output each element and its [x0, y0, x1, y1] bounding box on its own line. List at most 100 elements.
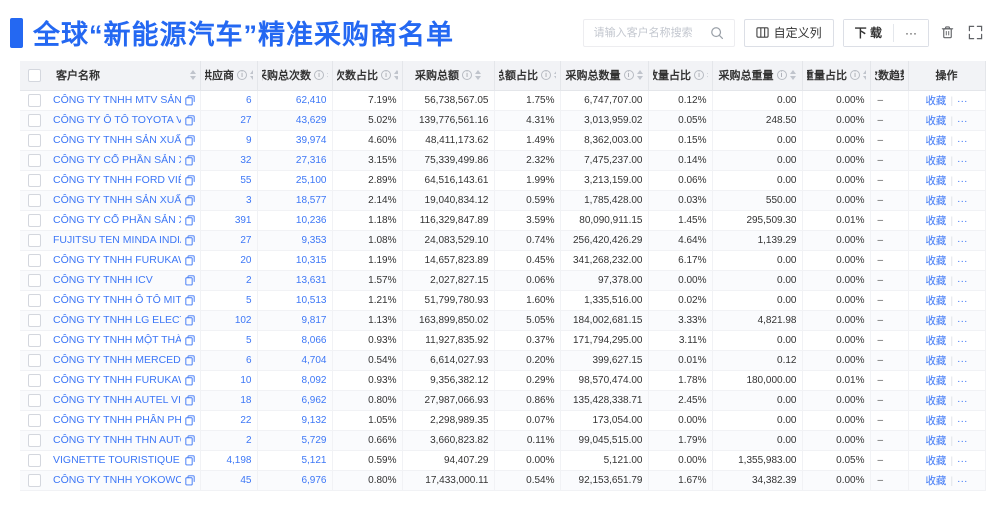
cell-times[interactable]: 39,974	[257, 130, 333, 151]
column-header-6[interactable]: 总额占比i	[494, 61, 561, 91]
company-link[interactable]: CÔNG TY CỔ PHẦN SẢN XUẤT...	[53, 154, 181, 166]
company-link[interactable]: CÔNG TY CỔ PHẦN SẢN XUẤT...	[53, 214, 181, 226]
favorite-action[interactable]: 收藏	[925, 354, 947, 367]
favorite-action[interactable]: 收藏	[925, 274, 947, 287]
favorite-action[interactable]: 收藏	[925, 394, 947, 407]
company-link[interactable]: CÔNG TY TNHH AUTEL VIỆT N...	[53, 394, 181, 406]
cell-supplier[interactable]: 20	[200, 250, 258, 271]
row-checkbox[interactable]	[27, 213, 41, 227]
copy-icon[interactable]	[184, 414, 195, 426]
company-link[interactable]: FUJITSU TEN MINDA INDIA PVT...	[53, 234, 181, 246]
info-icon[interactable]: i	[237, 70, 247, 81]
cell-times[interactable]: 6,976	[257, 470, 333, 491]
sort-icon[interactable]	[327, 70, 328, 81]
info-icon[interactable]: i	[850, 70, 860, 81]
column-header-9[interactable]: 采购总重量 i	[712, 61, 803, 91]
cell-supplier[interactable]: 18	[200, 390, 258, 411]
sort-icon[interactable]	[189, 70, 196, 81]
company-link[interactable]: CÔNG TY TNHH MERCEDES–B...	[53, 354, 181, 366]
favorite-action[interactable]: 收藏	[925, 334, 947, 347]
cell-supplier[interactable]: 5	[200, 290, 258, 311]
download-button[interactable]: 下 载	[843, 19, 893, 46]
row-checkbox[interactable]	[27, 393, 41, 407]
row-checkbox[interactable]	[27, 333, 41, 347]
info-icon[interactable]: i	[381, 70, 391, 81]
cell-supplier[interactable]: 391	[200, 210, 258, 231]
more-action[interactable]: ···	[957, 394, 968, 407]
search-input[interactable]	[591, 25, 708, 40]
info-icon[interactable]: i	[541, 70, 551, 81]
cell-supplier[interactable]: 4,198	[200, 450, 258, 471]
company-link[interactable]: CÔNG TY TNHH THN AUTOPAR...	[53, 434, 181, 446]
cell-times[interactable]: 4,704	[257, 350, 333, 371]
cell-supplier[interactable]: 5	[200, 330, 258, 351]
more-action[interactable]: ···	[957, 94, 968, 107]
copy-icon[interactable]	[184, 174, 195, 186]
copy-icon[interactable]	[184, 434, 195, 446]
cell-supplier[interactable]: 32	[200, 150, 258, 171]
cell-times[interactable]: 10,315	[257, 250, 333, 271]
copy-icon[interactable]	[184, 234, 195, 246]
sort-icon[interactable]	[707, 70, 708, 81]
row-checkbox[interactable]	[27, 433, 41, 447]
cell-times[interactable]: 9,817	[257, 310, 333, 331]
favorite-action[interactable]: 收藏	[925, 374, 947, 387]
row-checkbox[interactable]	[27, 133, 41, 147]
column-header-3[interactable]: 采购总次数 i	[257, 61, 333, 91]
company-link[interactable]: CÔNG TY TNHH PHÂN PHỐI T...	[53, 414, 181, 426]
select-all-checkbox[interactable]	[27, 68, 41, 82]
sort-icon[interactable]	[475, 70, 481, 81]
more-action[interactable]: ···	[957, 374, 968, 387]
more-action[interactable]: ···	[957, 154, 968, 167]
cell-supplier[interactable]: 2	[200, 270, 258, 291]
column-header-1[interactable]: 客户名称	[48, 61, 201, 91]
more-action[interactable]: ···	[957, 314, 968, 327]
cell-times[interactable]: 9,353	[257, 230, 333, 251]
company-link[interactable]: CÔNG TY TNHH MTV SẢN XUẤ...	[53, 94, 181, 106]
cell-supplier[interactable]: 2	[200, 430, 258, 451]
company-link[interactable]: CÔNG TY TNHH FURUKAWA A...	[53, 254, 181, 266]
favorite-action[interactable]: 收藏	[925, 94, 947, 107]
copy-icon[interactable]	[184, 114, 195, 126]
row-checkbox[interactable]	[27, 233, 41, 247]
cell-supplier[interactable]: 6	[200, 350, 258, 371]
cell-times[interactable]: 27,316	[257, 150, 333, 171]
more-action[interactable]: ···	[957, 414, 968, 427]
cell-times[interactable]: 10,236	[257, 210, 333, 231]
column-header-8[interactable]: 数量占比i	[648, 61, 713, 91]
favorite-action[interactable]: 收藏	[925, 214, 947, 227]
cell-supplier[interactable]: 10	[200, 370, 258, 391]
cell-times[interactable]: 10,513	[257, 290, 333, 311]
cell-supplier[interactable]: 22	[200, 410, 258, 431]
cell-supplier[interactable]: 27	[200, 110, 258, 131]
customize-columns-button[interactable]: 自定义列	[743, 18, 834, 47]
row-checkbox[interactable]	[27, 173, 41, 187]
company-link[interactable]: VIGNETTE TOURISTIQUE G UNI...	[53, 454, 181, 466]
favorite-action[interactable]: 收藏	[925, 234, 947, 247]
copy-icon[interactable]	[184, 374, 195, 386]
cell-times[interactable]: 5,729	[257, 430, 333, 451]
copy-icon[interactable]	[184, 474, 195, 486]
row-checkbox[interactable]	[27, 273, 41, 287]
search-icon[interactable]	[708, 24, 726, 42]
company-link[interactable]: CÔNG TY TNHH ICV	[53, 274, 153, 286]
more-action[interactable]: ···	[957, 134, 968, 147]
fullscreen-icon[interactable]	[966, 23, 985, 42]
more-action[interactable]: ···	[957, 174, 968, 187]
sort-icon[interactable]	[554, 70, 556, 81]
info-icon[interactable]: i	[314, 70, 324, 81]
company-link[interactable]: CÔNG TY TNHH Ô TÔ MITSUBI...	[53, 294, 181, 306]
row-checkbox[interactable]	[27, 153, 41, 167]
more-action[interactable]: ···	[957, 254, 968, 267]
more-action[interactable]: ···	[957, 334, 968, 347]
copy-icon[interactable]	[184, 154, 195, 166]
copy-icon[interactable]	[184, 194, 195, 206]
favorite-action[interactable]: 收藏	[925, 174, 947, 187]
row-checkbox[interactable]	[27, 373, 41, 387]
sort-icon[interactable]	[863, 70, 866, 81]
more-action[interactable]: ···	[957, 294, 968, 307]
favorite-action[interactable]: 收藏	[925, 474, 947, 487]
favorite-action[interactable]: 收藏	[925, 414, 947, 427]
company-link[interactable]: CÔNG TY Ô TÔ TOYOTA VIỆT ...	[53, 114, 181, 126]
company-link[interactable]: CÔNG TY TNHH YOKOWO VIỆT...	[53, 474, 181, 486]
